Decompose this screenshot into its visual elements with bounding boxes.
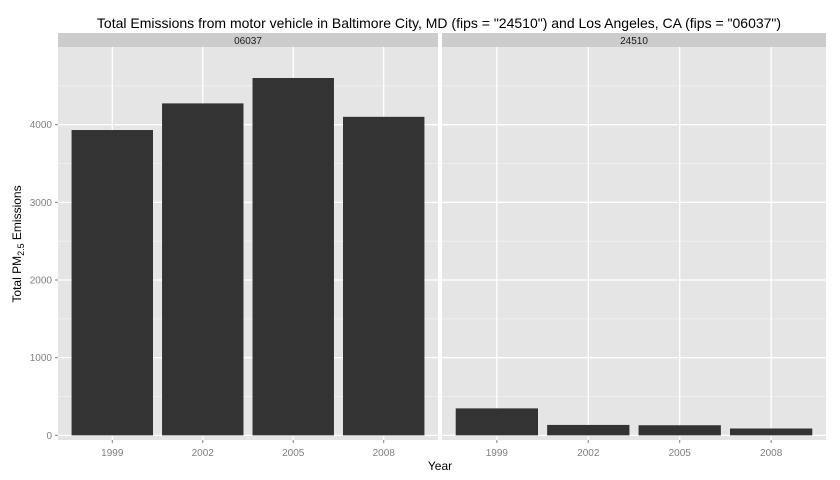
facet-panel: 06037 1999 2002 2005 2008 [58, 33, 438, 459]
facet-strip [58, 33, 438, 47]
bar-06037-2002 [162, 103, 244, 436]
bar-24510-2008 [730, 428, 813, 436]
facet-strip-label: 06037 [234, 36, 262, 47]
y-axis-title: Total PM2.5 Emissions [10, 185, 26, 302]
facet-strip [442, 33, 826, 47]
x-tick-label: 1999 [101, 448, 124, 459]
x-tick-label: 2005 [282, 448, 305, 459]
facet-strip-label: 24510 [620, 36, 648, 47]
y-tick-label: 0 [46, 431, 52, 442]
x-tick-label: 1999 [486, 448, 509, 459]
y-axis-title-suffix: Emissions [10, 185, 24, 243]
x-tick-label: 2002 [192, 448, 215, 459]
y-axis: 0 1000 2000 3000 4000 [30, 120, 58, 442]
x-tick-label: 2008 [760, 448, 783, 459]
x-tick-label: 2005 [669, 448, 692, 459]
y-axis-title-subscript: 2.5 [16, 243, 26, 256]
bar-24510-1999 [455, 408, 538, 436]
y-tick-label: 4000 [30, 120, 53, 131]
y-tick-label: 3000 [30, 198, 53, 209]
bar-06037-2008 [343, 116, 425, 436]
bar-24510-2005 [638, 425, 721, 436]
x-tick-label: 2002 [577, 448, 600, 459]
facet-panels: 06037 1999 2002 2005 2008 24510 1999 2002 2005 20… [58, 33, 826, 459]
y-axis-title-prefix: Total PM [10, 256, 24, 303]
x-tick-label: 2008 [373, 448, 396, 459]
chart-title: Total Emissions from motor vehicle in Ba… [97, 15, 781, 31]
bar-24510-2002 [547, 424, 630, 436]
panel-background [442, 47, 826, 440]
y-tick-label: 1000 [30, 353, 53, 364]
y-tick-label: 2000 [30, 276, 53, 287]
bar-06037-1999 [71, 130, 153, 436]
bar-06037-2005 [252, 77, 334, 436]
facet-panel: 24510 1999 2002 2005 2008 [442, 33, 826, 459]
x-axis-title: Year [428, 459, 452, 473]
